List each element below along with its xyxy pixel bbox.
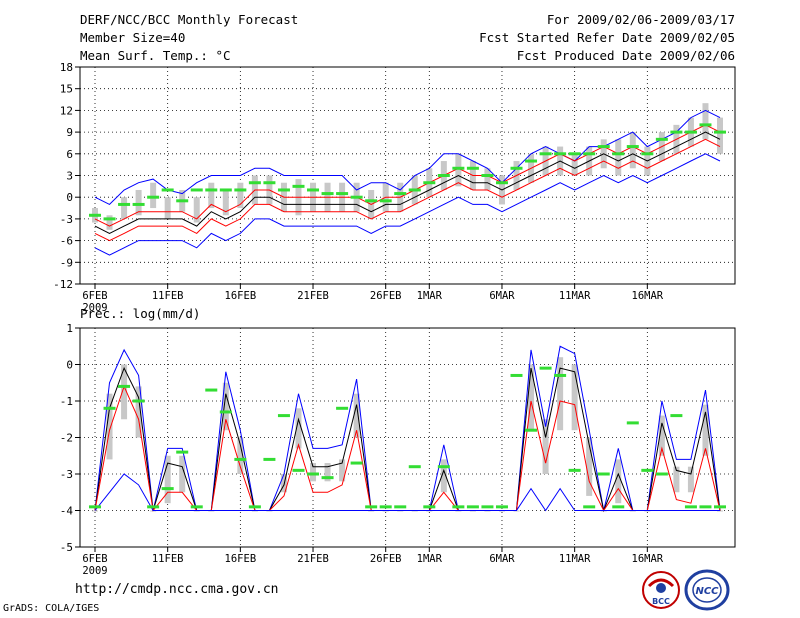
member-size: Member Size=40	[80, 30, 186, 45]
prec-xtick-label: 16FEB	[225, 553, 257, 565]
temp-range-bar	[717, 117, 723, 154]
temp-xtick-label: 1MAR	[417, 290, 443, 302]
temp-xtick-label: 6MAR	[489, 290, 515, 302]
prec-variable-label: Prec.: log(mm/d)	[80, 306, 200, 321]
prec-xtick-label: 26FEB	[370, 553, 402, 565]
prec-ytick-label: -3	[60, 468, 73, 481]
prec-range-bar	[295, 408, 302, 449]
temp-ytick-label: -12	[53, 278, 73, 291]
fcst-started-date: Fcst Started Refer Date 2009/02/05	[479, 30, 735, 45]
prec-series-lower	[94, 385, 721, 512]
prec-xtick-label: 6FEB	[82, 553, 107, 565]
temp-series-mean	[94, 131, 721, 234]
prec-ytick-label: 0	[66, 359, 73, 372]
prec-xtick-label: 1MAR	[417, 553, 443, 565]
variable-label: Mean Surf. Temp.: °C	[80, 48, 231, 63]
temp-xtick-label: 11FEB	[152, 290, 184, 302]
temp-xtick-label: 21FEB	[297, 290, 329, 302]
prec-range-bar	[615, 459, 622, 504]
prec-ytick-label: -5	[60, 541, 73, 554]
prec-range-bar	[324, 463, 331, 482]
source-url[interactable]: http://cmdp.ncc.cma.gov.cn	[75, 582, 279, 597]
prec-range-bar	[106, 393, 113, 460]
temp-xtick-label: 11MAR	[559, 290, 591, 302]
prec-range-bar	[687, 466, 694, 493]
prec-range-bar	[353, 393, 360, 438]
temp-range-bar	[455, 153, 462, 187]
temp-series-min	[94, 153, 721, 256]
forecast-range: For 2009/02/06-2009/03/17	[546, 12, 735, 27]
temp-xtick-label: 16MAR	[632, 290, 664, 302]
prec-range-bar	[673, 466, 680, 493]
temp-range-bar	[208, 182, 215, 209]
prec-range-bar	[528, 364, 535, 431]
chart-title: DERF/NCC/BCC Monthly Forecast	[80, 12, 299, 27]
temp-range-bar	[164, 197, 171, 219]
temp-xtick-label: 16FEB	[225, 290, 257, 302]
temp-ytick-label: -3	[60, 213, 73, 226]
prec-range-bar	[571, 364, 578, 431]
ncc-logo: NCC	[684, 569, 730, 611]
temp-range-bar	[571, 153, 578, 176]
prec-range-bar	[339, 459, 346, 482]
prec-range-bar	[121, 364, 128, 420]
temp-range-bar	[193, 197, 200, 223]
prec-range-bar	[440, 459, 447, 493]
prec-range-bar	[222, 382, 229, 431]
temp-range-bar	[135, 189, 142, 216]
temp-ytick-label: 0	[66, 191, 73, 204]
temp-ytick-label: 3	[66, 170, 73, 183]
temp-ytick-label: 6	[66, 148, 73, 161]
temp-range-bar	[237, 182, 244, 209]
temp-series-max	[94, 109, 721, 206]
prec-xtick-label: 6MAR	[489, 553, 515, 565]
prec-ytick-label: -2	[60, 432, 73, 445]
prec-range-bar	[557, 357, 564, 431]
prec-range-bar	[310, 463, 317, 482]
prec-ytick-label: -4	[60, 505, 74, 518]
prec-xtick-sublabel: 2009	[82, 565, 107, 577]
temp-range-bar	[484, 168, 491, 190]
prec-ytick-label: -1	[60, 395, 73, 408]
temp-range-bar	[106, 215, 113, 230]
temp-range-bar	[150, 182, 157, 209]
temp-ytick-label: -9	[60, 256, 73, 269]
prec-range-bar	[586, 437, 593, 496]
temp-ytick-label: 12	[60, 104, 73, 117]
prec-ytick-label: 1	[66, 322, 73, 335]
prec-range-bar	[92, 510, 98, 512]
temp-xtick-label: 6FEB	[82, 290, 107, 302]
temp-range-bar	[222, 189, 229, 216]
fcst-produced-date: Fcst Produced Date 2009/02/06	[516, 48, 735, 63]
ncc-logo-text: NCC	[695, 586, 719, 597]
temp-xtick-sublabel: 2009	[82, 302, 107, 314]
prec-xtick-label: 11FEB	[152, 553, 184, 565]
prec-xtick-label: 21FEB	[297, 553, 329, 565]
prec-range-bar	[542, 419, 549, 474]
grads-credit: GrADS: COLA/IGES	[3, 603, 100, 614]
prec-series-upper	[94, 366, 721, 513]
prec-range-bar	[237, 437, 244, 474]
prec-range-bar	[164, 455, 171, 504]
prec-series-min	[94, 473, 720, 512]
temp-range-bar	[615, 139, 622, 176]
temp-range-bar	[121, 197, 128, 219]
prec-range-bar	[179, 455, 186, 493]
temp-series-lower	[94, 138, 721, 242]
prec-xtick-label: 16MAR	[632, 553, 664, 565]
temp-ytick-label: 15	[60, 83, 73, 96]
bcc-logo: BCC	[642, 571, 680, 609]
temp-range-bar	[629, 132, 636, 169]
prec-range-bar	[702, 404, 709, 456]
temp-range-bar	[702, 103, 709, 140]
temp-ytick-label: 18	[60, 61, 73, 74]
temp-ytick-label: 9	[66, 126, 73, 139]
temp-xtick-label: 26FEB	[370, 290, 402, 302]
prec-range-bar	[135, 386, 142, 438]
prec-range-bar	[658, 415, 665, 456]
bcc-logo-text: BCC	[652, 597, 670, 606]
temp-ytick-label: -6	[60, 235, 73, 248]
prec-xtick-label: 11MAR	[559, 553, 591, 565]
